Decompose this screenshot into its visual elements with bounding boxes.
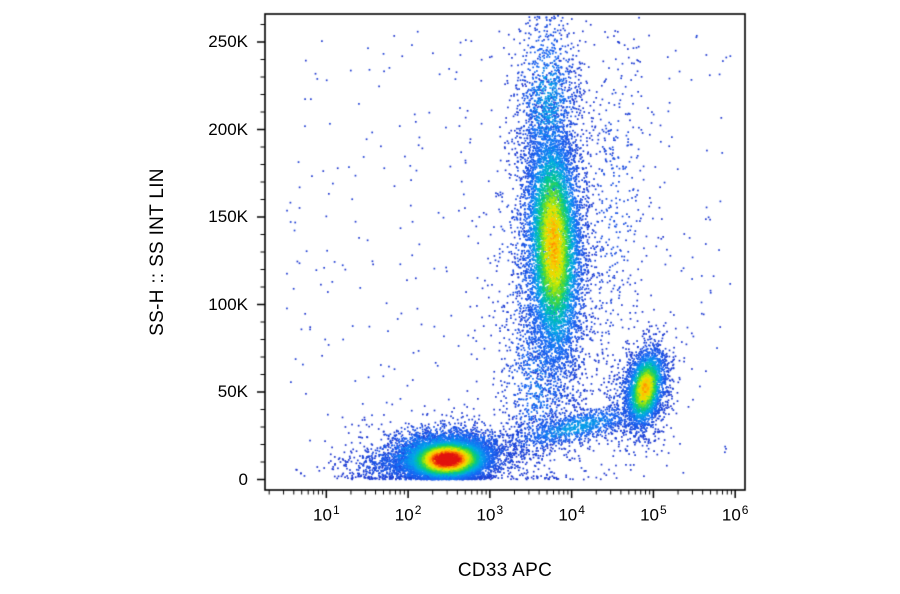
x-tick-exponent: 4: [578, 503, 585, 517]
y-tick-label: 250K: [208, 32, 248, 51]
y-tick-label: 100K: [208, 294, 248, 314]
x-tick-exponent: 1: [332, 503, 340, 517]
x-tick-exponent: 6: [741, 503, 749, 517]
x-tick-base: 10: [558, 505, 578, 525]
y-axis-title: SS-H :: SS INT LIN: [147, 168, 168, 336]
y-tick-label: 50K: [217, 382, 248, 401]
x-tick-exponent: 3: [496, 503, 504, 517]
x-tick-label: 106: [722, 503, 749, 526]
x-tick-label: 105: [640, 503, 667, 526]
y-tick-label: 150K: [208, 207, 248, 226]
x-tick-exponent: 5: [660, 503, 667, 517]
x-tick-exponent: 2: [414, 503, 422, 517]
x-tick-base: 10: [476, 505, 496, 525]
x-tick-base: 10: [640, 505, 660, 525]
y-tick-label: 200K: [208, 119, 248, 139]
x-axis-title: CD33 APC: [457, 560, 553, 581]
x-tick-label: 102: [395, 503, 422, 526]
x-tick-label: 103: [477, 503, 504, 526]
x-tick-label: 104: [558, 503, 585, 526]
y-tick-label: 0: [238, 469, 248, 489]
x-tick-base: 10: [394, 505, 414, 525]
x-tick-base: 10: [721, 505, 741, 525]
x-tick-label: 101: [313, 503, 340, 526]
x-tick-base: 10: [313, 505, 332, 525]
